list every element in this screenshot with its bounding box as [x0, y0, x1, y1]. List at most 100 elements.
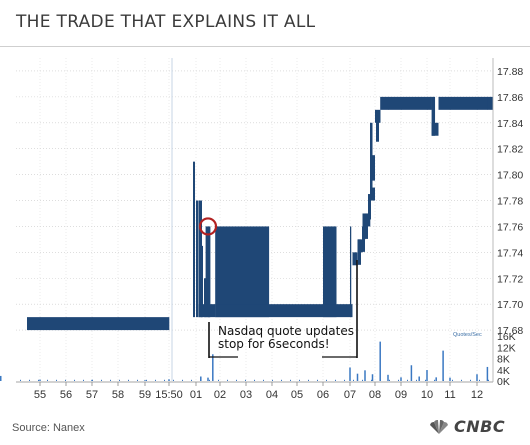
volume-tick [452, 379, 453, 381]
price-spike [201, 245, 203, 318]
volume-tick [371, 379, 372, 381]
price-band [450, 96, 478, 110]
price-band [477, 96, 488, 110]
volume-bar [168, 379, 170, 381]
volume-tick-label: 12K [497, 342, 516, 354]
x-tick-label: 56 [60, 389, 72, 401]
price-band [323, 304, 350, 318]
y-tick-label: 17.78 [497, 196, 523, 208]
price-step [362, 226, 365, 252]
price-band [370, 187, 375, 201]
volume-tick [443, 379, 444, 381]
volume-tick [407, 379, 408, 381]
volume-tick [56, 379, 57, 381]
volume-layer [0, 341, 489, 381]
x-tick-label: 03 [240, 389, 252, 401]
volume-tick [290, 379, 291, 381]
x-tick-label: 11 [444, 389, 455, 401]
price-band [40, 317, 67, 331]
price-spike [431, 96, 436, 136]
volume-tick [362, 379, 363, 381]
annotation-text: Nasdaq quote updates [218, 324, 354, 338]
volume-tick-label: 16K [497, 331, 516, 343]
volume-tick [344, 379, 345, 381]
price-band [145, 317, 170, 331]
volume-tick [389, 379, 390, 381]
volume-tick [200, 379, 201, 381]
volume-tick [254, 379, 255, 381]
y-tick-label: 17.88 [497, 66, 523, 78]
grid [16, 58, 493, 381]
x-tick-label: 08 [369, 389, 381, 401]
price-spike [198, 200, 202, 318]
volume-bar [356, 373, 359, 381]
price-spike [215, 226, 270, 318]
x-tick-label: 02 [214, 389, 226, 401]
x-tick-label: 58 [112, 389, 124, 401]
y-tick-label: 17.86 [497, 92, 523, 104]
y-tick-label: 17.82 [497, 144, 523, 156]
price-band [352, 252, 358, 266]
price-step [372, 155, 375, 181]
source-note: Source: Nanex [12, 422, 85, 434]
price-band [487, 96, 493, 110]
volume-tick [29, 379, 30, 381]
price-spike [204, 278, 206, 318]
volume-tick [263, 379, 264, 381]
price-step [365, 213, 368, 239]
price-step [368, 194, 371, 220]
volume-bar [442, 350, 444, 381]
volume-tick [299, 379, 300, 381]
volume-tick [47, 379, 48, 381]
volume-bar [144, 380, 146, 381]
y-tick-label: 17.76 [497, 221, 523, 233]
volume-bar [435, 377, 437, 381]
price-spike [350, 226, 352, 318]
volume-tick [461, 379, 462, 381]
volume-bar [364, 370, 366, 381]
volume-bar [379, 341, 381, 381]
volume-tick [128, 379, 129, 381]
price-band [431, 122, 439, 136]
volume-tick [353, 379, 354, 381]
price-band [401, 96, 428, 110]
volume-axis-label: Quotes/Sec [453, 332, 482, 338]
x-tick-label: 07 [344, 389, 356, 401]
x-tick-label: 59 [139, 389, 151, 401]
volume-tick [380, 379, 381, 381]
volume-bar [486, 366, 489, 381]
price-band [27, 317, 41, 331]
volume-tick [416, 379, 417, 381]
brand-logo: CNBC [428, 417, 505, 436]
volume-bar [0, 375, 2, 381]
price-layer [27, 96, 493, 331]
x-tick-label: 12 [471, 389, 483, 401]
volume-tick [425, 379, 426, 381]
price-band [380, 96, 389, 110]
chart-title: THE TRADE THAT EXPLAINS IT ALL [16, 12, 316, 32]
volume-tick [335, 379, 336, 381]
x-tick-label: 01 [190, 389, 202, 401]
volume-tick [173, 379, 174, 381]
volume-tick [398, 379, 399, 381]
volume-tick [218, 379, 219, 381]
x-tick-label: 09 [395, 389, 407, 401]
price-band [118, 317, 146, 331]
volume-bar [449, 377, 451, 381]
volume-tick [281, 379, 282, 381]
volume-tick [137, 379, 138, 381]
price-spike [193, 161, 195, 318]
volume-bar [410, 365, 413, 381]
volume-tick [83, 379, 84, 381]
volume-bar [207, 377, 209, 381]
axis-layer: 17.88 17.86 17.84 17.82 17.80 17.78 17.76 17.74… [16, 58, 523, 401]
price-spike [370, 122, 373, 201]
price-band [388, 96, 402, 110]
x-tick-label: 05 [291, 389, 303, 401]
volume-tick [191, 379, 192, 381]
volume-bar [349, 367, 351, 381]
volume-bar [426, 370, 428, 381]
volume-tick [65, 379, 66, 381]
price-band [438, 96, 451, 110]
